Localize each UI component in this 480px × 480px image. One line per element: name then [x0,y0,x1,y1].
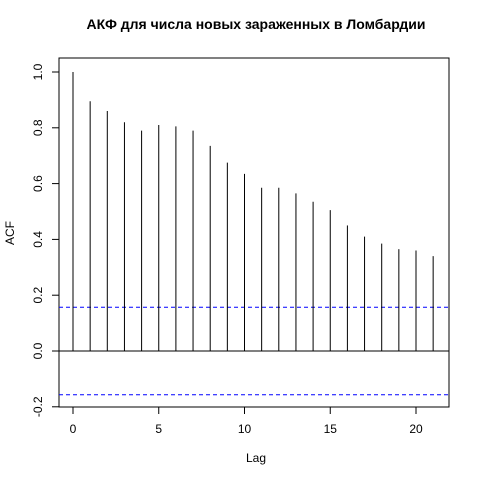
y-tick-label: 0.2 [31,287,45,304]
x-tick-label: 15 [324,422,338,436]
y-axis-label: ACF [3,221,17,245]
y-tick-label: 0.8 [31,119,45,136]
x-tick-label: 0 [70,422,77,436]
plot-frame [58,57,450,408]
y-tick-label: 0.6 [31,175,45,192]
x-axis-label: Lag [246,451,266,465]
x-tick-label: 5 [155,422,162,436]
y-tick-label: 1.0 [31,63,45,80]
plot-area: 0 5 10 15 20 -0.2 0.0 0.2 0.4 0.6 0.8 1.0 [31,57,450,436]
chart-title: АКФ для числа новых зараженных в Ломбард… [86,16,425,32]
y-tick-label: 0.4 [31,231,45,248]
x-tick-label: 10 [238,422,252,436]
y-tick-label: 0.0 [31,342,45,359]
y-tick-label: -0.2 [31,396,45,417]
x-tick-label: 20 [409,422,423,436]
